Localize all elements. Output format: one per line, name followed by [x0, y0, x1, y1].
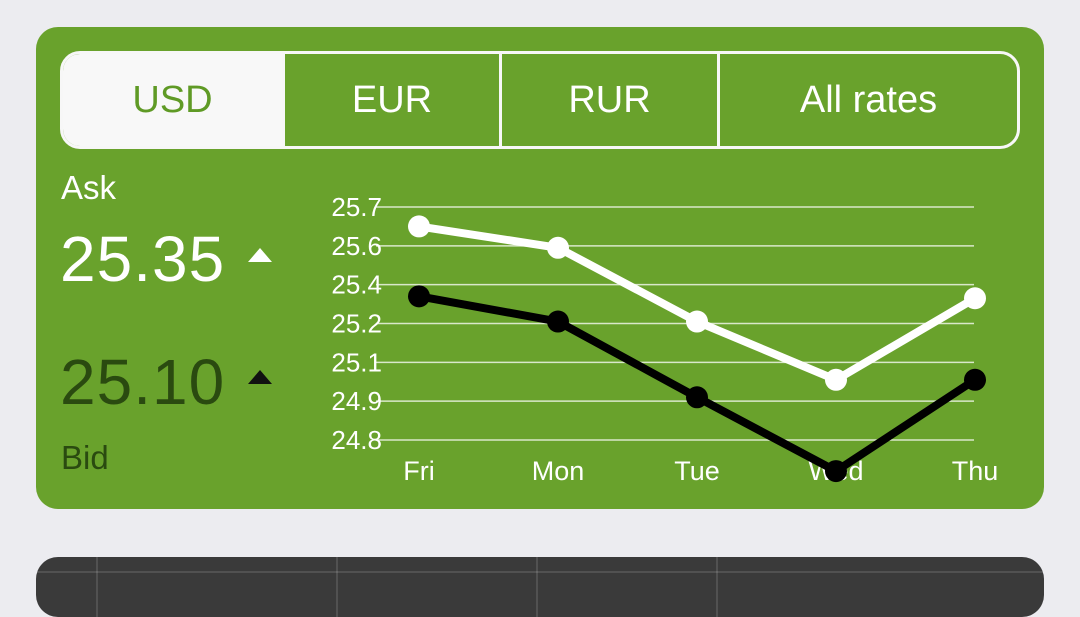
currency-tabs: USD EUR RUR All rates	[60, 51, 1020, 149]
map-road	[536, 557, 538, 617]
x-tick-label: Thu	[952, 456, 999, 486]
exchange-rate-card: USD EUR RUR All rates Ask 25.35 25.10 Bi…	[36, 27, 1044, 509]
y-tick-label: 25.1	[331, 347, 382, 377]
ask-trend-up-icon	[248, 248, 272, 262]
map-road	[96, 557, 98, 617]
map-road	[336, 557, 338, 617]
y-tick-label: 25.4	[331, 270, 382, 300]
chart-grid	[376, 206, 974, 441]
x-tick-label: Fri	[403, 456, 434, 486]
map-road	[716, 557, 718, 617]
map-card-preview[interactable]	[36, 557, 1044, 617]
data-point-bid	[408, 285, 430, 308]
tab-rur[interactable]: RUR	[499, 54, 717, 146]
y-tick-label: 24.8	[331, 425, 382, 455]
data-point-bid	[825, 460, 847, 483]
tab-eur[interactable]: EUR	[282, 54, 499, 146]
x-tick-label: Mon	[532, 456, 585, 486]
data-point-ask	[686, 310, 708, 333]
y-tick-label: 25.2	[331, 309, 382, 339]
data-point-ask	[547, 236, 569, 259]
tab-usd[interactable]: USD	[63, 54, 282, 146]
series-line-ask	[418, 222, 978, 384]
ask-label: Ask	[61, 169, 117, 206]
map-road	[36, 571, 1044, 573]
bid-value: 25.10	[60, 346, 226, 418]
ask-value: 25.35	[60, 223, 226, 295]
chart-x-ticks: FriMonTueWedThu	[403, 456, 998, 486]
y-tick-label: 24.9	[331, 386, 382, 416]
chart-series	[408, 215, 986, 483]
bid-label: Bid	[61, 439, 109, 476]
data-point-ask	[964, 287, 986, 310]
rate-chart: 25.725.625.425.225.124.924.8 FriMonTueWe…	[331, 192, 998, 486]
data-point-bid	[964, 368, 986, 391]
chart-y-ticks: 25.7 25.6 25.4 25.2 25.1 24.9 24.8	[331, 192, 382, 455]
y-tick-label: 25.7	[331, 192, 382, 222]
tab-all-rates[interactable]: All rates	[717, 54, 1017, 146]
data-point-bid	[547, 310, 569, 333]
x-tick-label: Tue	[674, 456, 720, 486]
data-point-ask	[825, 368, 847, 391]
data-point-ask	[408, 215, 430, 238]
data-point-bid	[686, 386, 708, 409]
y-tick-label: 25.6	[331, 231, 382, 261]
bid-trend-up-icon	[248, 370, 272, 384]
